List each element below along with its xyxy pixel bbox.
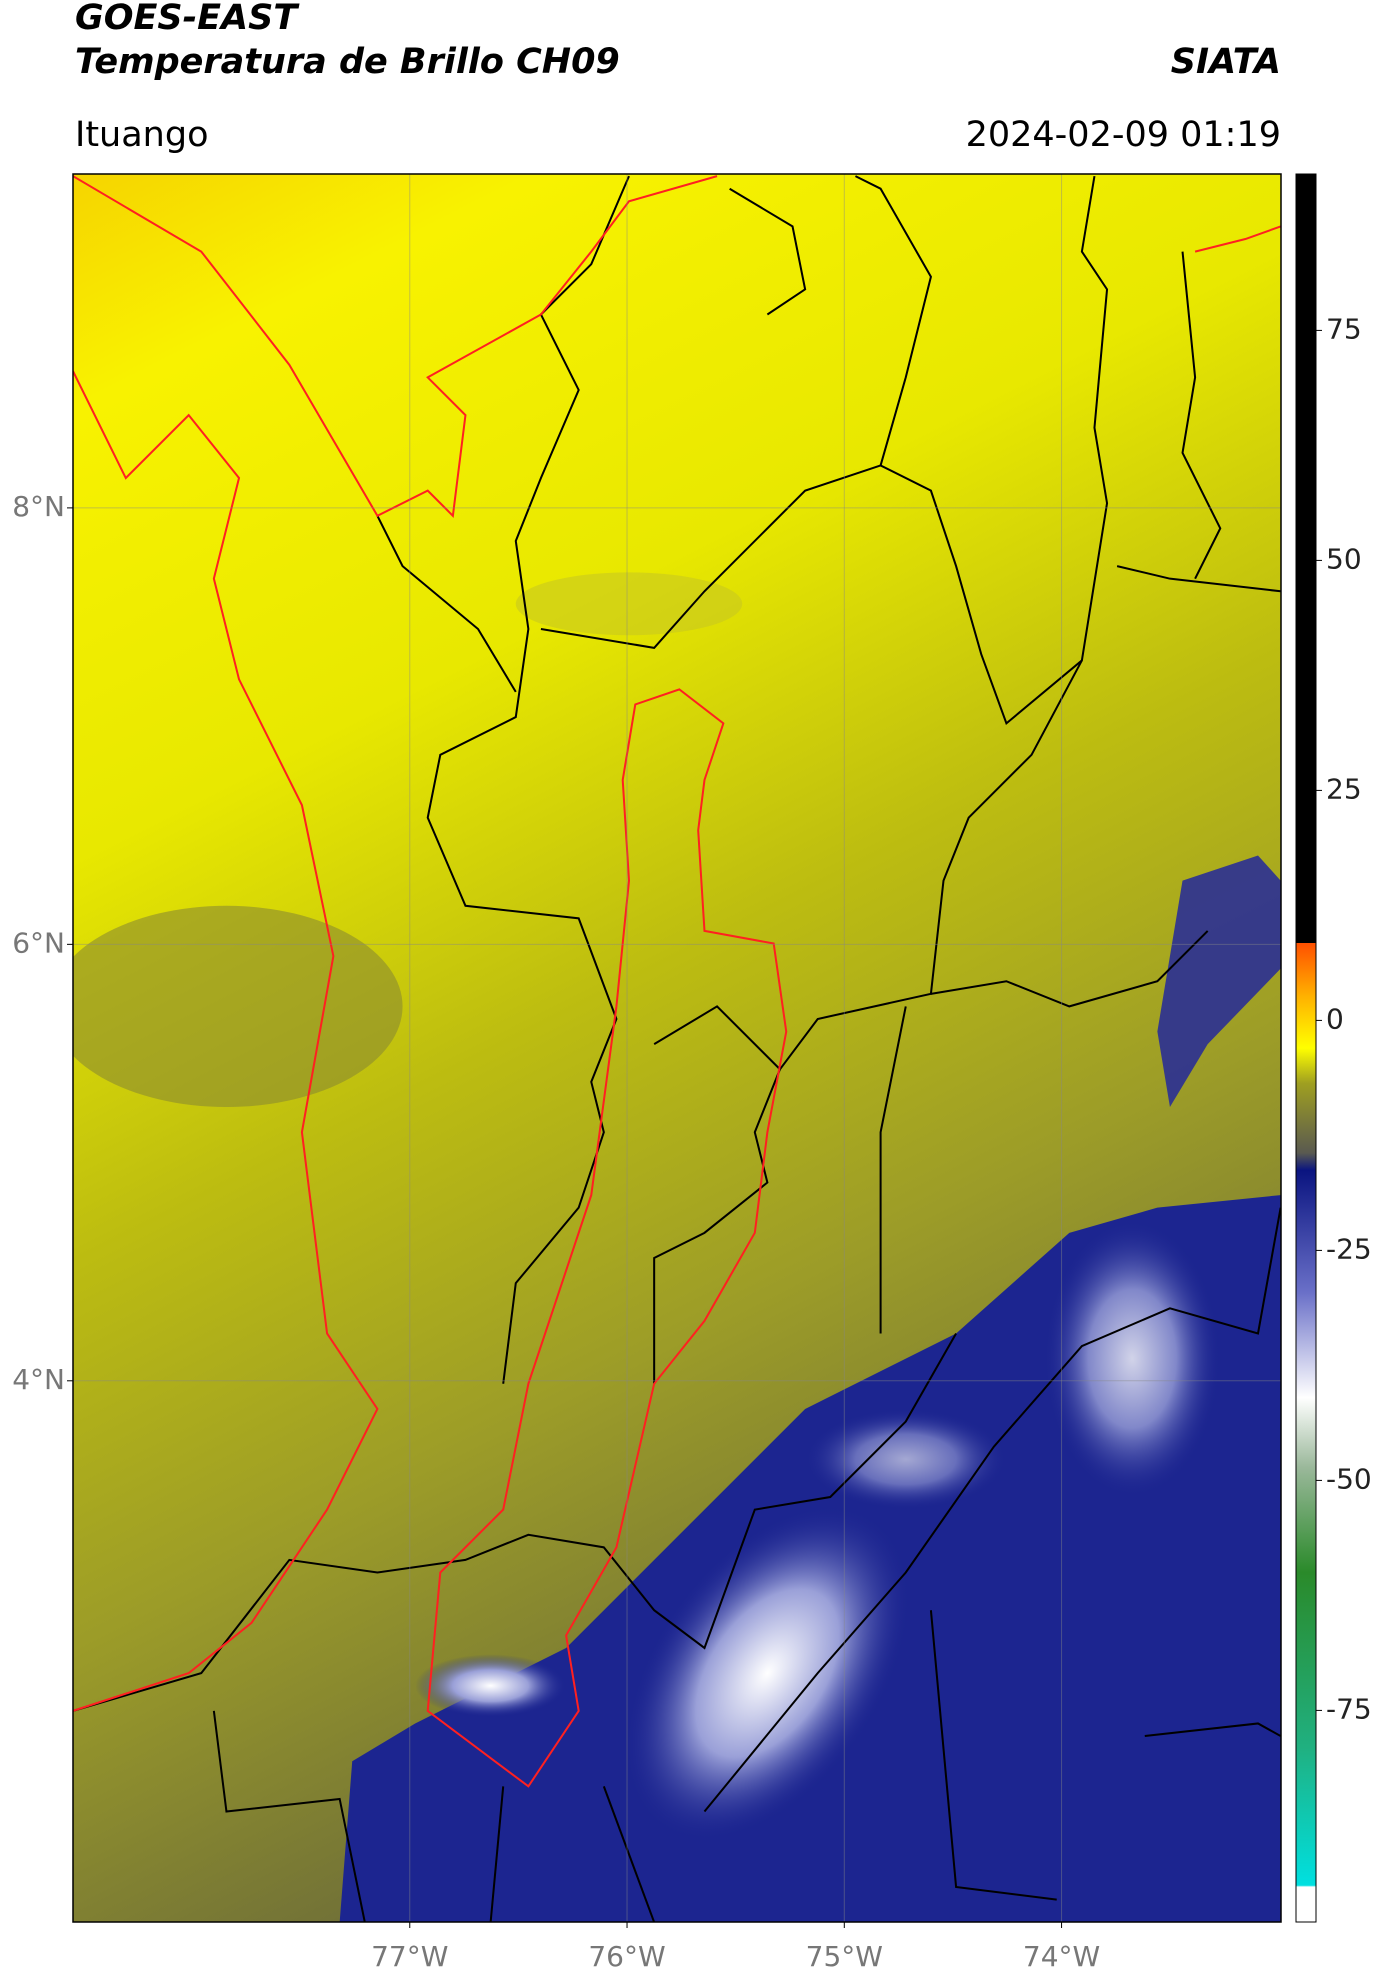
colorbar-tick-label: -25 xyxy=(1326,1232,1372,1265)
datetime: 2024-02-09 01:19 xyxy=(966,115,1281,155)
source: SIATA xyxy=(1171,42,1281,82)
colorbar-tick-label: 25 xyxy=(1326,772,1362,805)
y-tick-label: 6°N xyxy=(12,926,65,959)
colorbar-tick-label: 0 xyxy=(1326,1002,1344,1035)
colorbar xyxy=(1295,173,1317,1923)
subtitle: Temperatura de Brillo CH09 xyxy=(75,42,620,82)
colorbar-tick-label: 50 xyxy=(1326,542,1362,575)
title: GOES-EAST xyxy=(75,0,300,38)
y-tick-label: 4°N xyxy=(12,1363,65,1396)
location: Ituango xyxy=(75,115,209,155)
colorbar-tick-label: 75 xyxy=(1326,312,1362,345)
x-tick-label: 77°W xyxy=(371,1940,448,1973)
x-tick-label: 76°W xyxy=(588,1940,665,1973)
map-frame xyxy=(72,173,1282,1923)
colorbar-tick-label: -50 xyxy=(1326,1462,1372,1495)
y-tick-label: 8°N xyxy=(12,490,65,523)
x-tick-label: 75°W xyxy=(806,1940,883,1973)
satellite-image xyxy=(73,174,1281,1922)
grid xyxy=(73,174,1281,1922)
colorbar-tick-label: -75 xyxy=(1326,1692,1372,1725)
x-tick-label: 74°W xyxy=(1023,1940,1100,1973)
